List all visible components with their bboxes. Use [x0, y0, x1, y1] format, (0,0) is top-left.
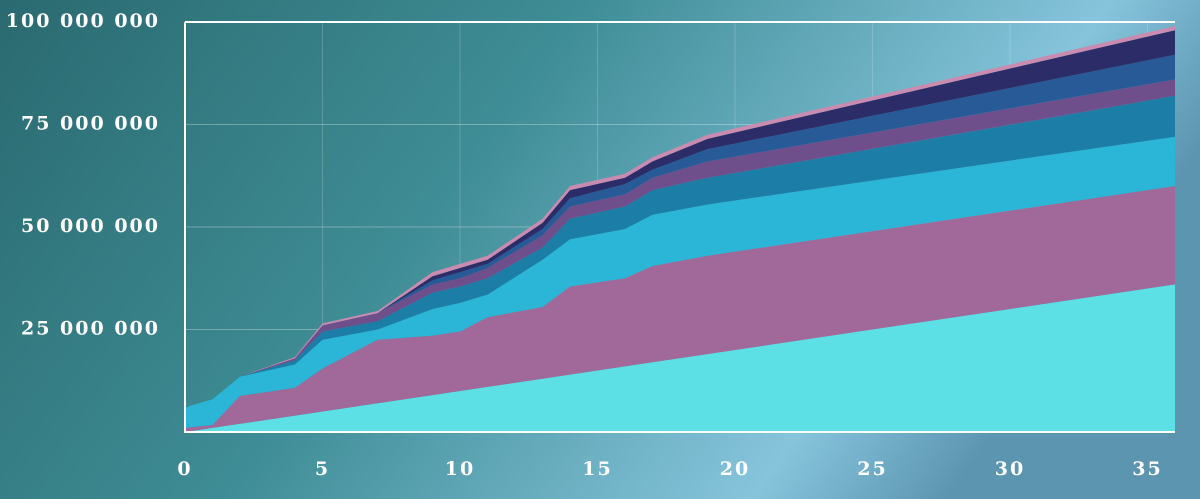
- area: [185, 30, 1175, 408]
- x-tick-label: 35: [1132, 458, 1162, 480]
- y-tick-label: 50 000 000: [21, 215, 160, 237]
- area: [185, 136, 1175, 428]
- x-tick-label: 5: [315, 458, 330, 480]
- y-tick-label: 100 000 000: [6, 10, 160, 32]
- y-tick-label: 25 000 000: [21, 318, 160, 340]
- area: [185, 79, 1175, 408]
- area: [185, 54, 1175, 408]
- y-tick-label: 75 000 000: [21, 113, 160, 135]
- x-tick-label: 30: [995, 458, 1025, 480]
- x-tick-label: 10: [445, 458, 475, 480]
- area: [185, 186, 1175, 432]
- x-tick-label: 20: [720, 458, 750, 480]
- x-tick-label: 25: [857, 458, 887, 480]
- x-tick-label: 0: [177, 458, 192, 480]
- x-tick-label: 15: [582, 458, 612, 480]
- area: [185, 95, 1175, 408]
